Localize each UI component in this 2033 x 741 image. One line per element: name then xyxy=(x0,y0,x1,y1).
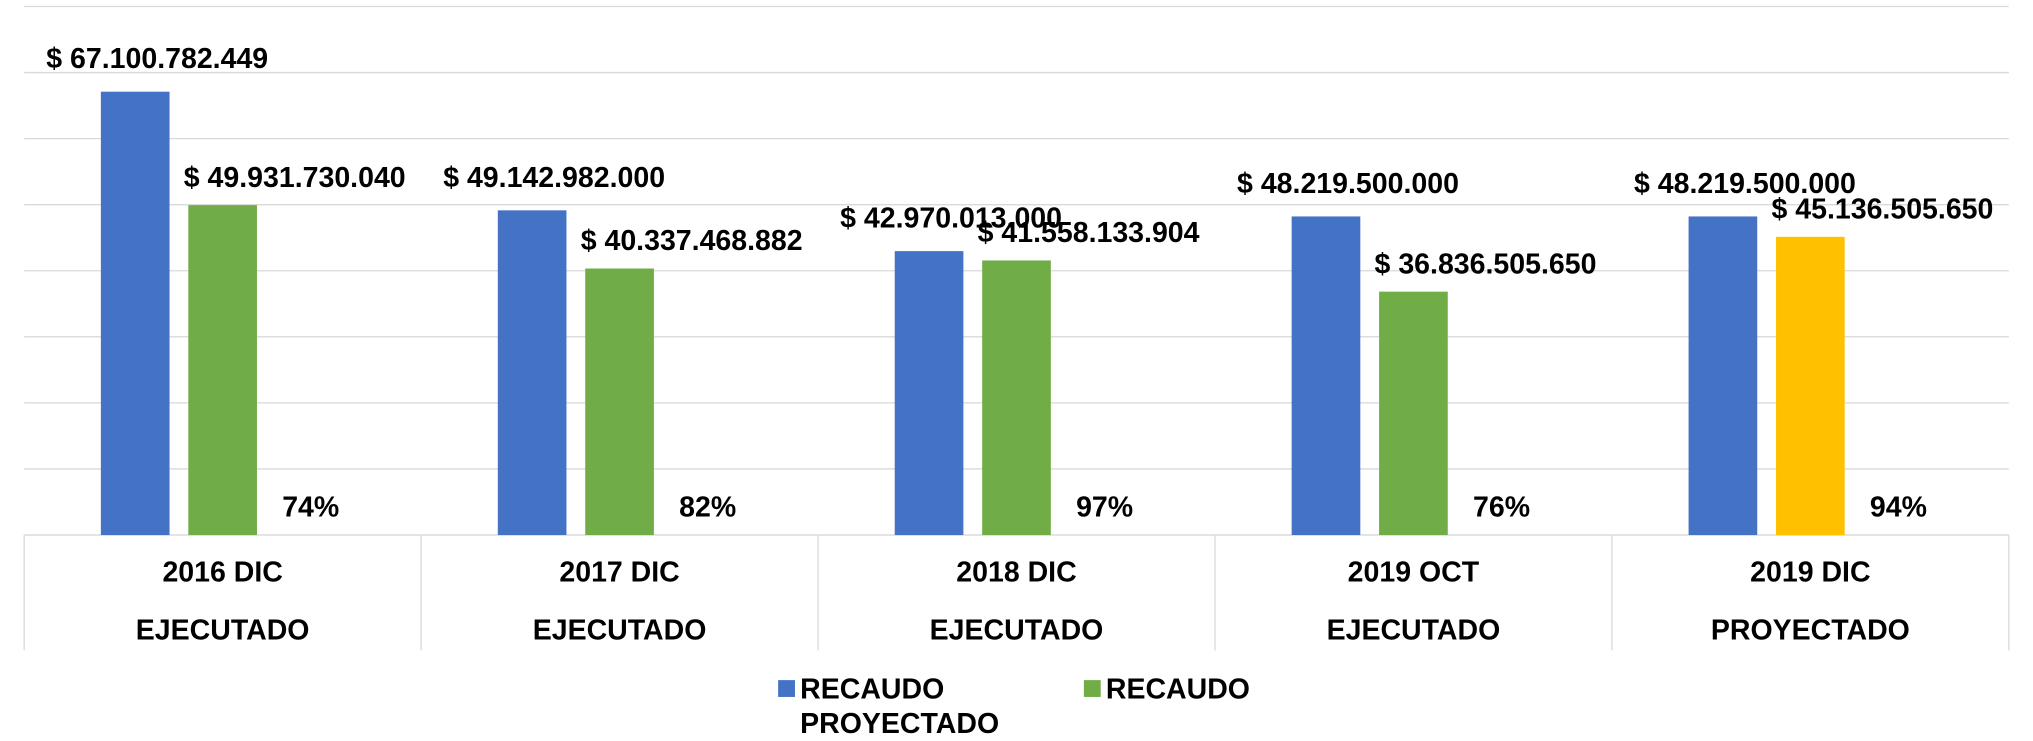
legend-swatch xyxy=(778,680,795,697)
x-tick-label: EJECUTADO xyxy=(136,615,310,647)
bar xyxy=(497,210,567,536)
data-label: $ 49.142.982.000 xyxy=(443,162,665,194)
data-label: $ 42.970.013.000 xyxy=(840,203,1062,235)
x-tick-label: 2016 DIC xyxy=(162,556,282,588)
ratio-label: 82% xyxy=(679,492,736,524)
x-tick-label: 2018 DIC xyxy=(956,556,1076,588)
x-tick-label: 2019 OCT xyxy=(1348,556,1480,588)
ratio-label: 97% xyxy=(1076,492,1133,524)
legend-entry: RECAUDO xyxy=(1105,672,1250,705)
ratio-label: 74% xyxy=(282,492,339,524)
ratio-label: 76% xyxy=(1473,492,1530,524)
data-label: $ 48.219.500.000 xyxy=(1634,168,1856,200)
data-label: $ 48.219.500.000 xyxy=(1237,168,1459,200)
bar xyxy=(894,251,964,536)
x-tick-label: EJECUTADO xyxy=(930,615,1104,647)
bar xyxy=(1776,236,1845,536)
x-tick-label: EJECUTADO xyxy=(533,615,707,647)
legend-label: RECAUDO xyxy=(1105,672,1250,705)
legend-swatch xyxy=(1083,680,1101,697)
x-tick-label: 2017 DIC xyxy=(559,556,679,588)
data-label: $ 41.558.133.904 xyxy=(978,217,1200,249)
data-label: $ 36.836.505.650 xyxy=(1375,248,1597,280)
bar xyxy=(100,91,170,536)
data-label: $ 49.931.730.040 xyxy=(184,162,406,194)
x-tick-label: PROYECTADO xyxy=(1711,615,1910,647)
x-tick-label: 2019 DIC xyxy=(1750,556,1870,588)
data-label: $ 40.337.468.882 xyxy=(581,225,803,257)
bar xyxy=(1379,291,1448,536)
bar xyxy=(1291,216,1361,536)
legend-entry: RECAUDO PROYECTADO xyxy=(800,672,1000,740)
data-label: $ 45.136.505.650 xyxy=(1771,193,1993,225)
bar xyxy=(1688,216,1758,536)
bar xyxy=(982,260,1051,536)
bar xyxy=(188,205,257,536)
legend-label: RECAUDO PROYECTADO xyxy=(800,672,1000,740)
ratio-label: 94% xyxy=(1870,492,1927,524)
bar xyxy=(585,268,654,536)
data-label: $ 67.100.782.449 xyxy=(46,43,268,75)
x-tick-label: EJECUTADO xyxy=(1327,615,1501,647)
